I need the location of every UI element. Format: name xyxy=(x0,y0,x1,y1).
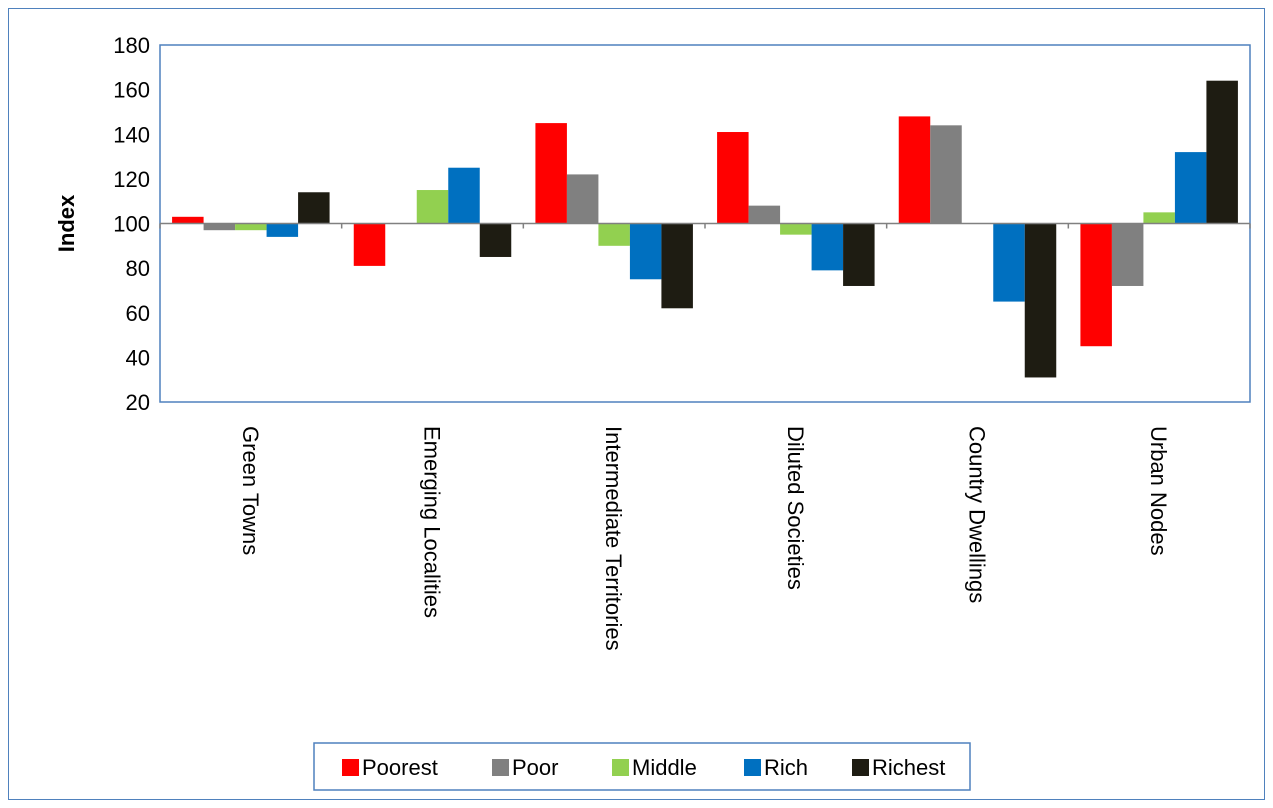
legend-label-poorest: Poorest xyxy=(362,755,438,780)
y-tick-label: 20 xyxy=(126,390,150,415)
y-tick-label: 60 xyxy=(126,301,150,326)
chart-frame xyxy=(8,8,1265,800)
y-tick-label: 80 xyxy=(126,256,150,281)
legend-label-middle: Middle xyxy=(632,755,697,780)
bar-poorest-6 xyxy=(1080,223,1112,347)
bar-rich-3 xyxy=(629,223,662,280)
bar-poor-1 xyxy=(203,223,236,231)
legend-swatch-poor xyxy=(492,759,509,776)
bar-poorest-1 xyxy=(172,216,204,224)
bar-richest-6 xyxy=(1206,80,1238,224)
bar-rich-1 xyxy=(266,223,299,237)
legend-swatch-richest xyxy=(852,759,869,776)
bar-middle-3 xyxy=(598,223,630,246)
bar-rich-4 xyxy=(811,223,844,271)
bar-richest-3 xyxy=(661,223,693,309)
bar-poor-3 xyxy=(566,174,599,224)
legend-label-richest: Richest xyxy=(872,755,945,780)
y-axis-title: Index xyxy=(54,194,79,252)
bar-poor-6 xyxy=(1111,223,1144,286)
bar-middle-2 xyxy=(416,190,449,224)
y-tick-label: 160 xyxy=(113,78,150,103)
bar-richest-4 xyxy=(843,223,875,286)
bar-richest-2 xyxy=(479,223,512,257)
legend-label-poor: Poor xyxy=(512,755,558,780)
bar-middle-6 xyxy=(1143,212,1175,224)
category-label: Country Dwellings xyxy=(965,426,990,603)
bar-rich-5 xyxy=(993,223,1025,302)
bar-middle-4 xyxy=(780,223,812,235)
y-tick-label: 140 xyxy=(113,122,150,147)
bar-rich-6 xyxy=(1174,152,1207,224)
legend-swatch-poorest xyxy=(342,759,359,776)
y-tick-label: 100 xyxy=(113,212,150,237)
category-label: Diluted Societies xyxy=(783,426,808,590)
bar-rich-2 xyxy=(448,167,480,224)
bar-richest-1 xyxy=(298,192,330,224)
category-label: Green Towns xyxy=(238,426,263,555)
bar-poorest-3 xyxy=(535,123,567,224)
legend-swatch-rich xyxy=(744,759,761,776)
category-label: Intermediate Territories xyxy=(601,426,626,651)
y-tick-label: 40 xyxy=(126,345,150,370)
bar-richest-5 xyxy=(1024,223,1057,378)
bar-poorest-4 xyxy=(717,132,749,224)
bar-poor-5 xyxy=(930,125,962,224)
category-label: Urban Nodes xyxy=(1146,426,1171,556)
category-label: Emerging Localities xyxy=(420,426,445,618)
bar-poorest-5 xyxy=(898,116,931,224)
legend-label-rich: Rich xyxy=(764,755,808,780)
y-tick-label: 180 xyxy=(113,33,150,58)
legend-swatch-middle xyxy=(612,759,629,776)
bar-poor-4 xyxy=(748,205,781,224)
bar-middle-1 xyxy=(235,223,267,231)
y-tick-label: 120 xyxy=(113,167,150,192)
bar-poorest-2 xyxy=(353,223,386,266)
